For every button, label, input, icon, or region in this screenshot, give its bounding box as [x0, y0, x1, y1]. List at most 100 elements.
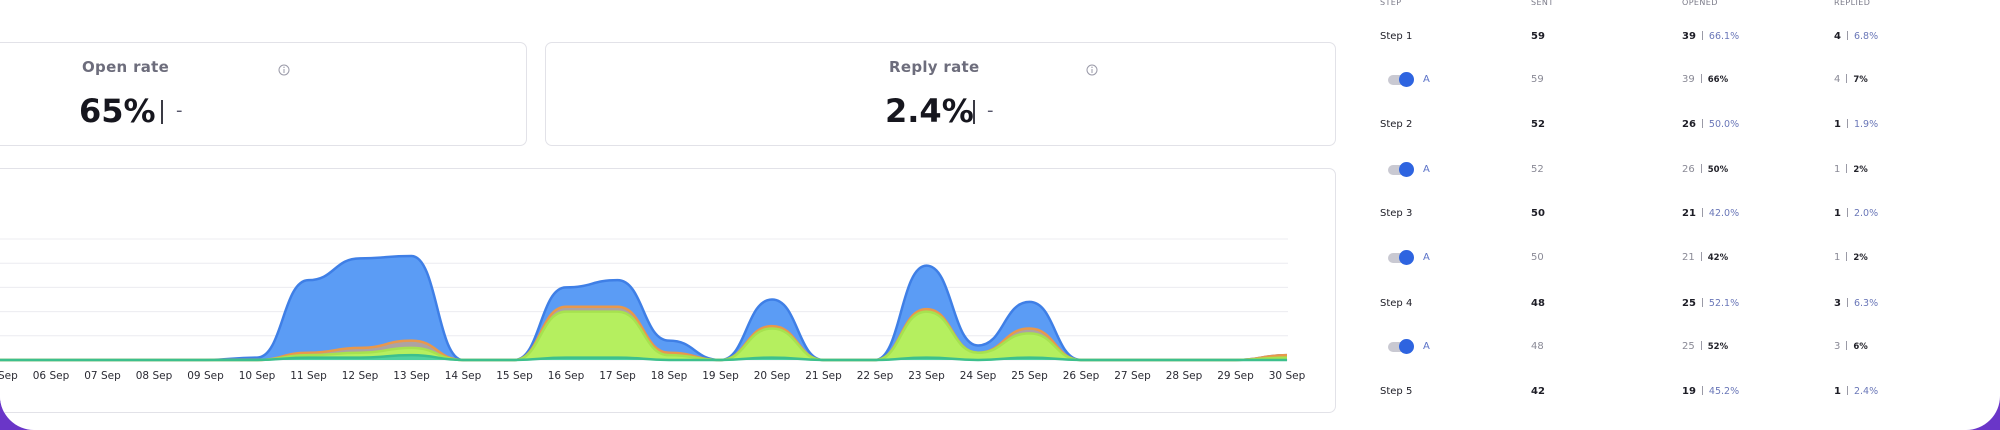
- replied-cell: 3 6.3%: [1834, 298, 1878, 309]
- column-header: SENT: [1531, 0, 1554, 7]
- info-icon[interactable]: [1086, 64, 1098, 76]
- toggle-switch[interactable]: [1388, 72, 1414, 87]
- opened-count: 39: [1682, 31, 1696, 42]
- replied-cell: 1 2%: [1834, 252, 1868, 263]
- toggle-knob: [1399, 339, 1414, 354]
- info-icon[interactable]: [278, 64, 290, 76]
- x-tick-label: 11 Sep: [290, 370, 327, 382]
- sent-count: 59: [1531, 31, 1545, 42]
- x-tick-label: 06 Sep: [33, 370, 70, 382]
- replied-count: 1: [1834, 386, 1841, 397]
- opened-cell: 25 52%: [1682, 341, 1728, 352]
- separator: [1701, 31, 1703, 40]
- replied-cell: 4 6.8%: [1834, 31, 1878, 42]
- x-tick-label: 19 Sep: [702, 370, 739, 382]
- replied-count: 1: [1834, 208, 1841, 219]
- replied-count: 4: [1834, 74, 1841, 85]
- replied-cell: 3 6%: [1834, 341, 1868, 352]
- x-tick-label: 09 Sep: [187, 370, 224, 382]
- opened-cell: 19 45.2%: [1682, 386, 1739, 397]
- replied-rate: 2%: [1853, 165, 1868, 175]
- toggle-knob: [1399, 250, 1414, 265]
- sent-count: 42: [1531, 386, 1545, 397]
- opened-rate: 42.0%: [1708, 208, 1740, 219]
- x-tick-label: 30 Sep: [1269, 370, 1306, 382]
- x-tick-label: 25 Sep: [1011, 370, 1048, 382]
- column-header: OPENED: [1682, 0, 1718, 7]
- x-tick-label: 17 Sep: [599, 370, 636, 382]
- replied-cell: 1 2.4%: [1834, 386, 1878, 397]
- replied-rate: 6%: [1853, 342, 1868, 352]
- opened-rate: 50.0%: [1708, 119, 1740, 130]
- opened-rate: 45.2%: [1708, 386, 1740, 397]
- separator: [1846, 386, 1848, 395]
- opened-cell: 21 42%: [1682, 252, 1728, 263]
- x-tick-label: 20 Sep: [754, 370, 791, 382]
- separator: [1700, 164, 1702, 173]
- replied-rate: 2.0%: [1853, 208, 1879, 219]
- toggle-knob: [1399, 162, 1414, 177]
- reply-rate-card: [545, 42, 1336, 146]
- replied-count: 3: [1834, 298, 1841, 309]
- separator: [1700, 341, 1702, 350]
- opened-rate: 66%: [1707, 75, 1729, 85]
- opened-count: 19: [1682, 386, 1696, 397]
- variant-label: A: [1423, 164, 1430, 175]
- x-tick-label: 27 Sep: [1114, 370, 1151, 382]
- separator: [1846, 252, 1848, 261]
- x-tick-label: 07 Sep: [84, 370, 121, 382]
- opened-cell: 39 66%: [1682, 74, 1728, 85]
- toggle-switch[interactable]: [1388, 250, 1414, 265]
- card-value: 65%: [79, 92, 156, 130]
- sent-count: 50: [1531, 252, 1544, 263]
- opened-cell: 21 42.0%: [1682, 208, 1739, 219]
- separator: [1846, 298, 1848, 307]
- replied-count: 1: [1834, 119, 1841, 130]
- area-line: [0, 254, 1288, 362]
- opened-count: 25: [1682, 298, 1696, 309]
- opened-rate: 52%: [1707, 342, 1729, 352]
- open-rate-card: [0, 42, 527, 146]
- replied-rate: 1.9%: [1853, 119, 1879, 130]
- step-name: Step 3: [1380, 208, 1413, 219]
- sent-count: 48: [1531, 298, 1545, 309]
- x-tick-label: 26 Sep: [1063, 370, 1100, 382]
- separator: [1846, 208, 1848, 217]
- separator: [1846, 119, 1848, 128]
- step-name: Step 2: [1380, 119, 1413, 130]
- sent-count: 50: [1531, 208, 1545, 219]
- replied-rate: 2.4%: [1853, 386, 1879, 397]
- x-tick-label: 08 Sep: [136, 370, 173, 382]
- sent-count: 52: [1531, 164, 1544, 175]
- separator: [1701, 298, 1703, 307]
- variant-label: A: [1423, 252, 1430, 263]
- step-name: Step 5: [1380, 386, 1413, 397]
- x-tick-label: 13 Sep: [393, 370, 430, 382]
- replied-count: 3: [1834, 341, 1841, 352]
- card-change: -: [987, 100, 994, 121]
- card-value: 2.4%: [885, 92, 974, 130]
- x-tick-label: 23 Sep: [908, 370, 945, 382]
- replied-rate: 6.3%: [1853, 298, 1879, 309]
- card-title: Open rate: [82, 58, 170, 76]
- opened-cell: 25 52.1%: [1682, 298, 1739, 309]
- x-tick-label: 24 Sep: [960, 370, 997, 382]
- card-change: -: [176, 100, 183, 121]
- separator: [1701, 386, 1703, 395]
- x-tick-label: 29 Sep: [1217, 370, 1254, 382]
- x-tick-label: 28 Sep: [1166, 370, 1203, 382]
- chart-card: [0, 168, 1336, 413]
- separator: [1700, 252, 1702, 261]
- x-tick-label: 15 Sep: [496, 370, 533, 382]
- variant-label: A: [1423, 341, 1430, 352]
- replied-rate: 7%: [1853, 75, 1868, 85]
- sent-count: 48: [1531, 341, 1544, 352]
- toggle-switch[interactable]: [1388, 162, 1414, 177]
- opened-count: 26: [1682, 164, 1695, 175]
- toggle-switch[interactable]: [1388, 339, 1414, 354]
- card-title: Reply rate: [889, 58, 980, 76]
- sent-count: 52: [1531, 119, 1545, 130]
- opened-cell: 39 66.1%: [1682, 31, 1739, 42]
